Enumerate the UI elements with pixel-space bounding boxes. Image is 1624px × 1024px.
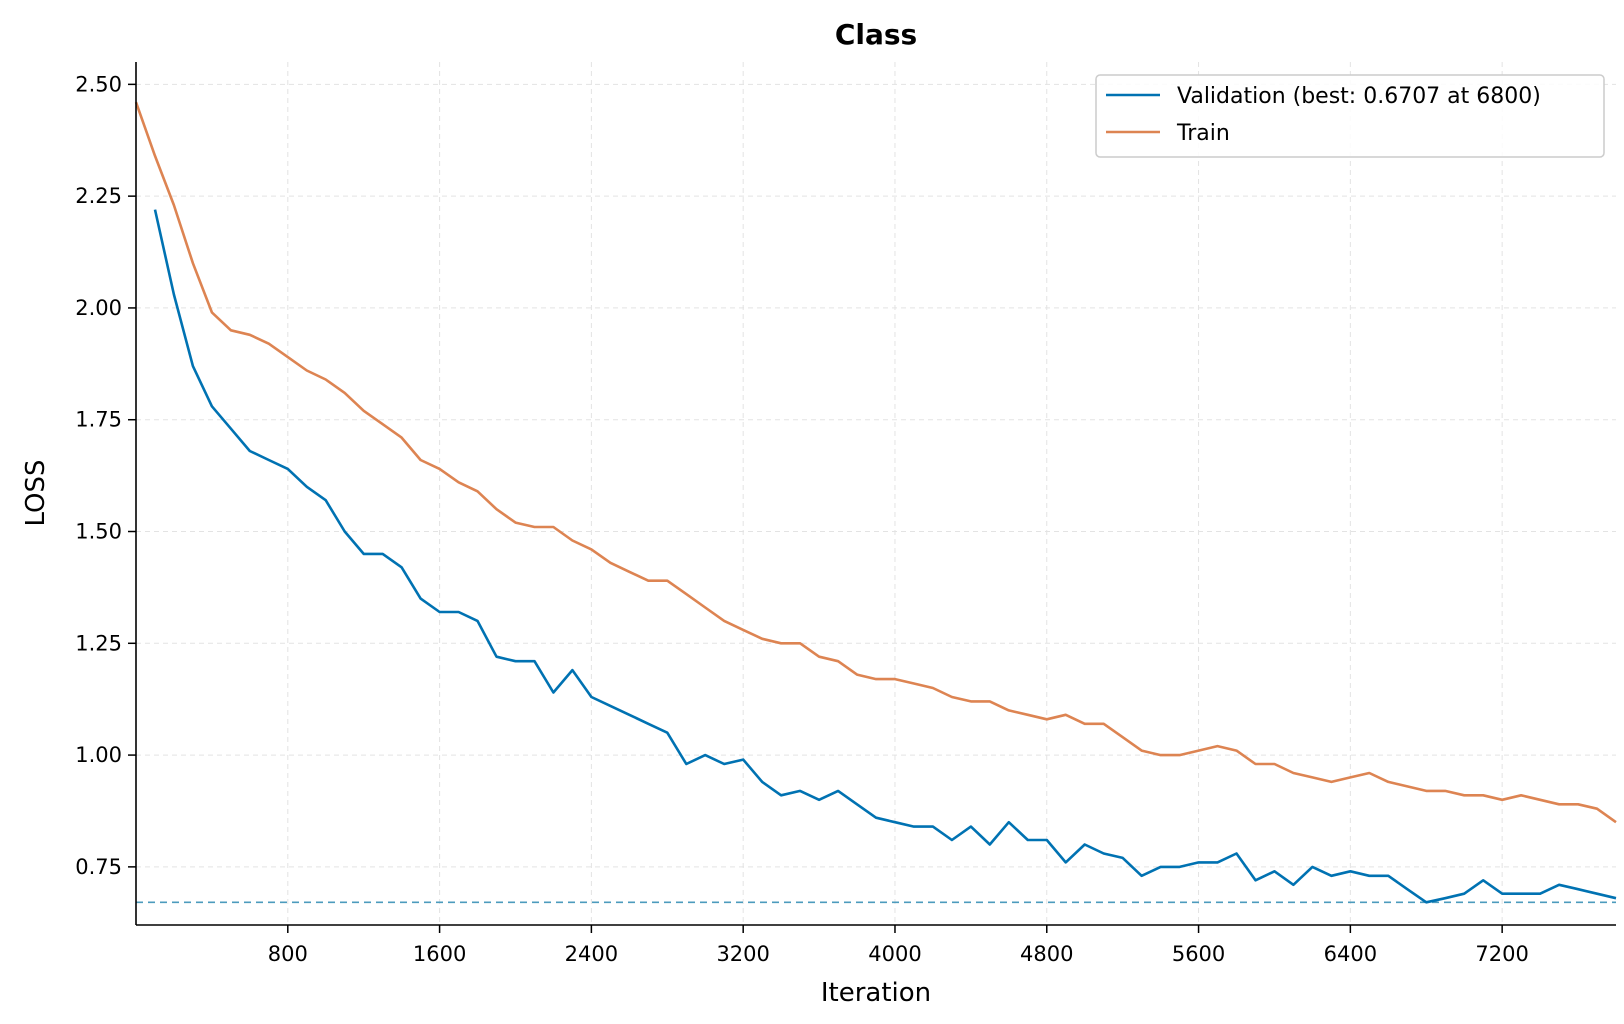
train-series-line — [134, 101, 1617, 824]
x-tick-label: 1600 — [413, 942, 466, 966]
y-tick-label: 1.00 — [75, 743, 122, 767]
y-tick-label: 0.75 — [75, 855, 122, 879]
chart-title: Class — [835, 18, 917, 51]
x-tick-label: 4000 — [868, 942, 921, 966]
y-tick-label: 1.50 — [75, 520, 122, 544]
y-tick-label: 1.75 — [75, 408, 122, 432]
legend: Validation (best: 0.6707 at 6800) Train — [1095, 74, 1605, 158]
x-tick-label: 7200 — [1475, 942, 1528, 966]
series-lines — [134, 101, 1617, 904]
x-axis-title: Iteration — [821, 978, 931, 1008]
x-tick-label: 800 — [268, 942, 308, 966]
x-tick-label: 5600 — [1172, 942, 1225, 966]
validation-series-line — [153, 209, 1617, 904]
x-tick-label: 3200 — [716, 942, 769, 966]
legend-label-validation: Validation (best: 0.6707 at 6800) — [1177, 84, 1541, 109]
y-tick-label: 2.25 — [75, 184, 122, 208]
axes — [135, 62, 1616, 926]
legend-label-train: Train — [1176, 121, 1230, 146]
x-tick-label: 6400 — [1324, 942, 1377, 966]
legend-box — [1095, 74, 1605, 158]
y-tick-label: 2.00 — [75, 296, 122, 320]
x-tick-label: 2400 — [565, 942, 618, 966]
grid-lines — [136, 62, 1616, 925]
ticks: 800 1600 2400 3200 4000 4800 5600 6400 7200 0.75 1… — [75, 72, 1529, 966]
y-axis-title: LOSS — [21, 459, 51, 526]
x-tick-label: 4800 — [1020, 942, 1073, 966]
y-tick-label: 1.25 — [75, 631, 122, 655]
y-tick-label: 2.50 — [75, 72, 122, 96]
